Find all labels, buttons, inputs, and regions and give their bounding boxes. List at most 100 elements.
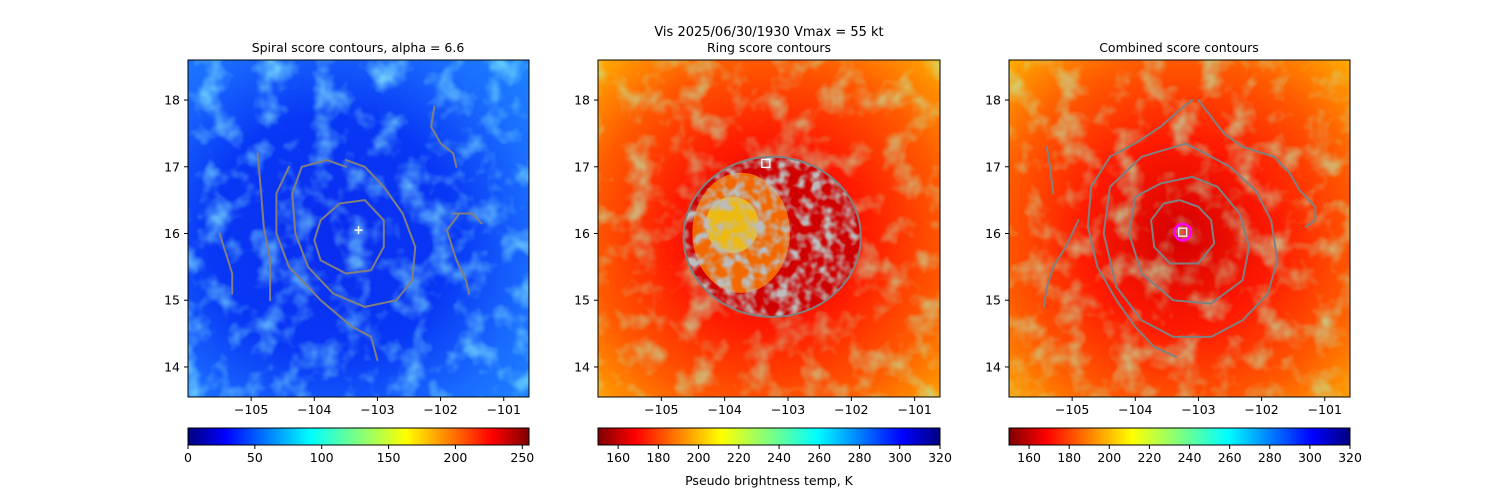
colorbar-tick-label: 240 bbox=[1178, 450, 1202, 465]
figure-title: Vis 2025/06/30/1930 Vmax = 55 kt bbox=[654, 25, 883, 40]
x-tick-label: −101 bbox=[1308, 402, 1342, 417]
contour-line bbox=[218, 232, 234, 295]
ring-score-contour-region bbox=[682, 155, 862, 318]
colorbar-tick-label: 180 bbox=[646, 450, 670, 465]
colorbar-tick-label: 240 bbox=[767, 450, 791, 465]
colorbar-tick-label: 220 bbox=[727, 450, 751, 465]
y-tick-label: 17 bbox=[985, 159, 1001, 174]
x-tick-label: −102 bbox=[1244, 402, 1278, 417]
y-tick-label: 15 bbox=[574, 293, 590, 308]
colorbar-tick-label: 320 bbox=[1338, 450, 1362, 465]
square-marker bbox=[761, 158, 771, 169]
contour-line bbox=[275, 165, 379, 362]
y-tick-label: 15 bbox=[164, 293, 180, 308]
combined-colorbar bbox=[1008, 427, 1351, 446]
combined-center-marker bbox=[1173, 222, 1193, 242]
contour-line bbox=[430, 105, 458, 168]
square-marker bbox=[1178, 227, 1188, 237]
ring-panel: Ring score contours −105 −104 −103 −102 −101… bbox=[574, 40, 952, 488]
x-tick-label: −103 bbox=[1181, 402, 1215, 417]
y-tick-label: 16 bbox=[985, 226, 1001, 241]
x-tick-label: −101 bbox=[897, 402, 931, 417]
spiral-colorbar bbox=[187, 427, 530, 446]
spiral-center-marker bbox=[354, 226, 363, 235]
x-tick-label: −104 bbox=[707, 402, 741, 417]
y-tick-label: 17 bbox=[164, 159, 180, 174]
y-tick-label: 18 bbox=[164, 93, 180, 108]
spiral-panel-title: Spiral score contours, alpha = 6.6 bbox=[252, 40, 465, 55]
x-tick-label: −104 bbox=[297, 402, 331, 417]
y-tick-label: 14 bbox=[164, 359, 180, 374]
contour-line bbox=[291, 159, 417, 308]
contour-line bbox=[1045, 145, 1055, 195]
ring-panel-title: Ring score contours bbox=[707, 40, 831, 55]
colorbar-tick-label: 180 bbox=[1057, 450, 1081, 465]
center-ring-marker bbox=[1173, 222, 1193, 242]
y-tick-label: 18 bbox=[574, 93, 590, 108]
colorbar-tick-label: 220 bbox=[1137, 450, 1161, 465]
colorbar-tick-label: 300 bbox=[1298, 450, 1322, 465]
y-tick-label: 15 bbox=[985, 293, 1001, 308]
ring-colorbar-ticks: 160 180 200 220 240 260 280 300 320 bbox=[606, 445, 952, 465]
x-tick-label: −103 bbox=[360, 402, 394, 417]
colorbar-tick-label: 160 bbox=[606, 450, 630, 465]
y-tick-label: 16 bbox=[164, 226, 180, 241]
y-tick-label: 14 bbox=[574, 359, 590, 374]
ring-axis-ticks: −105 −104 −103 −102 −101 14 15 16 17 18 bbox=[574, 93, 932, 417]
combined-axis-ticks: −105 −104 −103 −102 −101 14 15 16 17 18 bbox=[985, 93, 1342, 417]
combined-colorbar-ticks: 160 180 200 220 240 260 280 300 320 bbox=[1017, 445, 1362, 465]
colorbar-tick-label: 200 bbox=[444, 450, 468, 465]
x-tick-label: −105 bbox=[234, 402, 268, 417]
colorbar-tick-label: 250 bbox=[510, 450, 534, 465]
contour-line bbox=[452, 212, 483, 225]
contour-line bbox=[445, 212, 470, 295]
colorbar-tick-label: 280 bbox=[1258, 450, 1282, 465]
spiral-axis-ticks: −105 −104 −103 −102 −101 14 15 16 17 18 bbox=[164, 93, 521, 417]
colorbar-tick-label: 260 bbox=[807, 450, 831, 465]
colorbar-tick-label: 160 bbox=[1017, 450, 1041, 465]
ring-center-marker bbox=[761, 158, 771, 169]
contour-line bbox=[1086, 99, 1194, 358]
x-tick-label: −104 bbox=[1118, 402, 1152, 417]
colorbar-tick-label: 200 bbox=[1097, 450, 1121, 465]
plus-marker bbox=[354, 226, 363, 235]
x-tick-label: −102 bbox=[834, 402, 868, 417]
ring-axes-frame bbox=[597, 59, 941, 398]
ring-contour-texture bbox=[683, 156, 861, 317]
combined-contours bbox=[1042, 99, 1317, 358]
x-tick-label: −103 bbox=[771, 402, 805, 417]
colorbar-tick-label: 200 bbox=[687, 450, 711, 465]
contour-line bbox=[1197, 99, 1317, 228]
contour-line bbox=[1128, 175, 1250, 305]
contour-line bbox=[1042, 219, 1080, 308]
x-tick-label: −101 bbox=[487, 402, 521, 417]
spiral-panel: Spiral score contours, alpha = 6.6 −105−… bbox=[164, 40, 534, 465]
contour-line bbox=[256, 152, 272, 302]
x-tick-label: −102 bbox=[423, 402, 457, 417]
y-tick-label: 16 bbox=[574, 226, 590, 241]
x-tick-label: −105 bbox=[1055, 402, 1089, 417]
y-tick-label: 18 bbox=[985, 93, 1001, 108]
colorbar-tick-label: 280 bbox=[848, 450, 872, 465]
spiral-axes-frame bbox=[187, 59, 530, 398]
contour-line bbox=[1150, 199, 1216, 265]
colorbar-tick-label: 100 bbox=[310, 450, 334, 465]
colorbar-tick-label: 260 bbox=[1218, 450, 1242, 465]
spiral-colorbar-ticks: 0 50 100 150 200 250 bbox=[184, 445, 534, 465]
colorbar-tick-label: 0 bbox=[184, 450, 192, 465]
combined-axes-frame bbox=[1008, 59, 1351, 398]
y-tick-label: 14 bbox=[985, 359, 1001, 374]
colorbar-tick-label: 320 bbox=[928, 450, 952, 465]
ring-colorbar bbox=[597, 427, 941, 446]
colorbar-tick-label: 150 bbox=[377, 450, 401, 465]
y-tick-label: 17 bbox=[574, 159, 590, 174]
combined-panel-title: Combined score contours bbox=[1099, 40, 1259, 55]
spiral-contours bbox=[218, 105, 483, 362]
ring-contour-outline bbox=[682, 155, 862, 318]
x-tick-label: −105 bbox=[644, 402, 678, 417]
colorbar-tick-label: 300 bbox=[888, 450, 912, 465]
combined-panel: Combined score contours −105 −104 −103 −102… bbox=[985, 40, 1362, 465]
colorbar-label: Pseudo brightness temp, K bbox=[685, 473, 854, 488]
colorbar-tick-label: 50 bbox=[247, 450, 263, 465]
